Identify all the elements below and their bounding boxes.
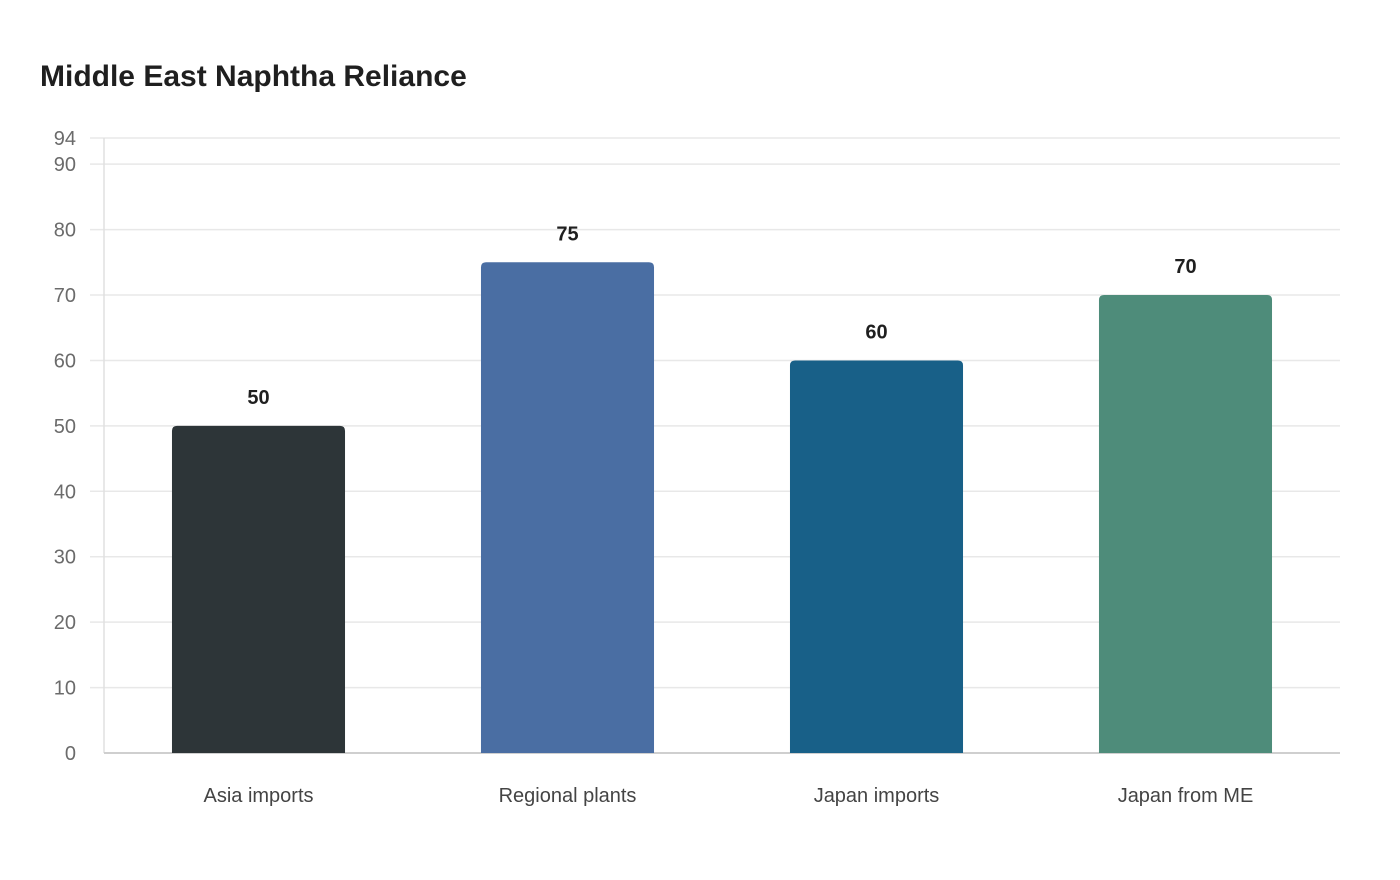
x-tick-label: Regional plants [499, 785, 637, 807]
x-tick-label: Asia imports [203, 785, 313, 807]
chart-title: Middle East Naphtha Reliance [40, 60, 467, 93]
y-tick-label: 94 [54, 128, 76, 150]
bar [1098, 295, 1273, 753]
labels: 0 10 20 30 40 50 60 70 80 90 94 50 Asia imports 75 Reg… [54, 128, 1254, 807]
y-tick-label: 0 [65, 743, 76, 765]
y-tick-label: 70 [54, 285, 76, 307]
y-tick-label: 80 [54, 220, 76, 242]
y-tick-label: 60 [54, 350, 76, 372]
data-label: 50 [247, 387, 269, 409]
bars [171, 262, 1273, 753]
bar [171, 425, 346, 753]
bar [480, 262, 655, 753]
y-tick-label: 40 [54, 481, 76, 503]
y-tick-label: 20 [54, 612, 76, 634]
y-tick-label: 30 [54, 547, 76, 569]
bar [789, 360, 964, 753]
data-label: 60 [865, 321, 887, 343]
x-tick-label: Japan imports [814, 785, 940, 807]
data-label: 70 [1174, 256, 1196, 278]
y-tick-label: 50 [54, 416, 76, 438]
y-tick-label: 10 [54, 678, 76, 700]
x-tick-label: Japan from ME [1118, 785, 1254, 807]
data-label: 75 [556, 223, 578, 245]
y-tick-label: 90 [54, 154, 76, 176]
